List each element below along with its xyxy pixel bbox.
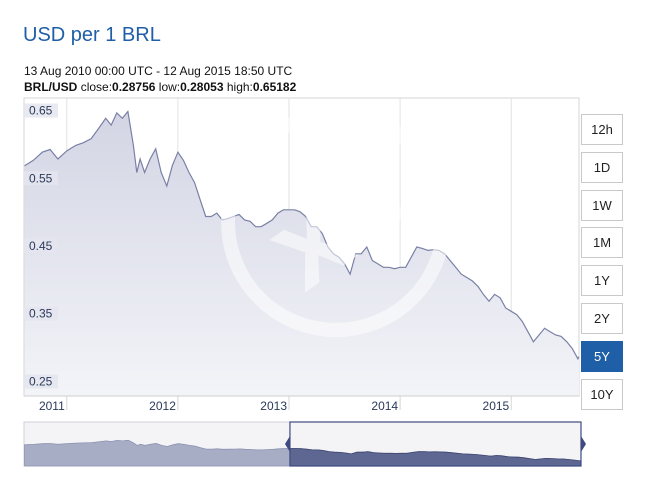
x-tick-label: 2015 <box>483 399 510 413</box>
series-line <box>24 110 580 361</box>
range-button-1d[interactable]: 1D <box>581 151 623 183</box>
high-label: high: <box>226 80 253 94</box>
pair-label: BRL/USD <box>24 80 78 94</box>
low-label: low: <box>158 80 181 94</box>
close-label: close: <box>80 80 113 94</box>
series-area <box>24 111 580 396</box>
range-button-1y[interactable]: 1Y <box>581 265 623 297</box>
y-tick-label: 0.55 <box>29 171 53 185</box>
y-tick-label-bg <box>24 374 58 389</box>
range-button-group: 12h 1D 1W 1M 1Y 2Y 5Y 10Y <box>581 114 623 416</box>
y-tick-label: 0.35 <box>29 307 53 321</box>
x-tick-label: 2011 <box>39 399 65 413</box>
high-value: 0.65182 <box>252 80 297 94</box>
y-tick-label-bg <box>24 239 58 253</box>
rate-stats: BRL/USD close:0.28756 low:0.28053 high:0… <box>24 80 296 94</box>
range-button-10y[interactable]: 10Y <box>581 378 623 410</box>
xe-watermark: xe <box>221 107 451 337</box>
y-tick-label-bg <box>24 103 58 118</box>
y-tick-label-bg <box>24 171 58 186</box>
date-range: 13 Aug 2010 00:00 UTC - 12 Aug 2015 18:5… <box>24 64 293 78</box>
watermark-ring <box>221 107 451 337</box>
range-button-2y[interactable]: 2Y <box>581 302 623 334</box>
x-tick-label: 2014 <box>371 399 398 413</box>
x-tick-label: 2013 <box>260 399 287 413</box>
y-tick-label: 0.25 <box>29 374 53 388</box>
y-tick-label: 0.65 <box>29 104 53 118</box>
navigator-left-handle <box>284 436 290 452</box>
x-tick-label: 2012 <box>149 399 176 413</box>
y-tick-label-bg <box>24 306 58 321</box>
range-button-1w[interactable]: 1W <box>581 189 623 221</box>
page-title: USD per 1 BRL <box>23 24 161 46</box>
navigator-selected-area <box>289 448 581 466</box>
range-button-12h[interactable]: 12h <box>581 114 623 145</box>
range-button-1m[interactable]: 1M <box>581 227 623 259</box>
low-value: 0.28053 <box>180 80 224 94</box>
range-button-5y[interactable]: 5Y <box>581 340 623 372</box>
close-value: 0.28756 <box>112 80 156 94</box>
y-tick-label: 0.45 <box>29 239 53 253</box>
navigator-right-handle <box>581 436 586 452</box>
